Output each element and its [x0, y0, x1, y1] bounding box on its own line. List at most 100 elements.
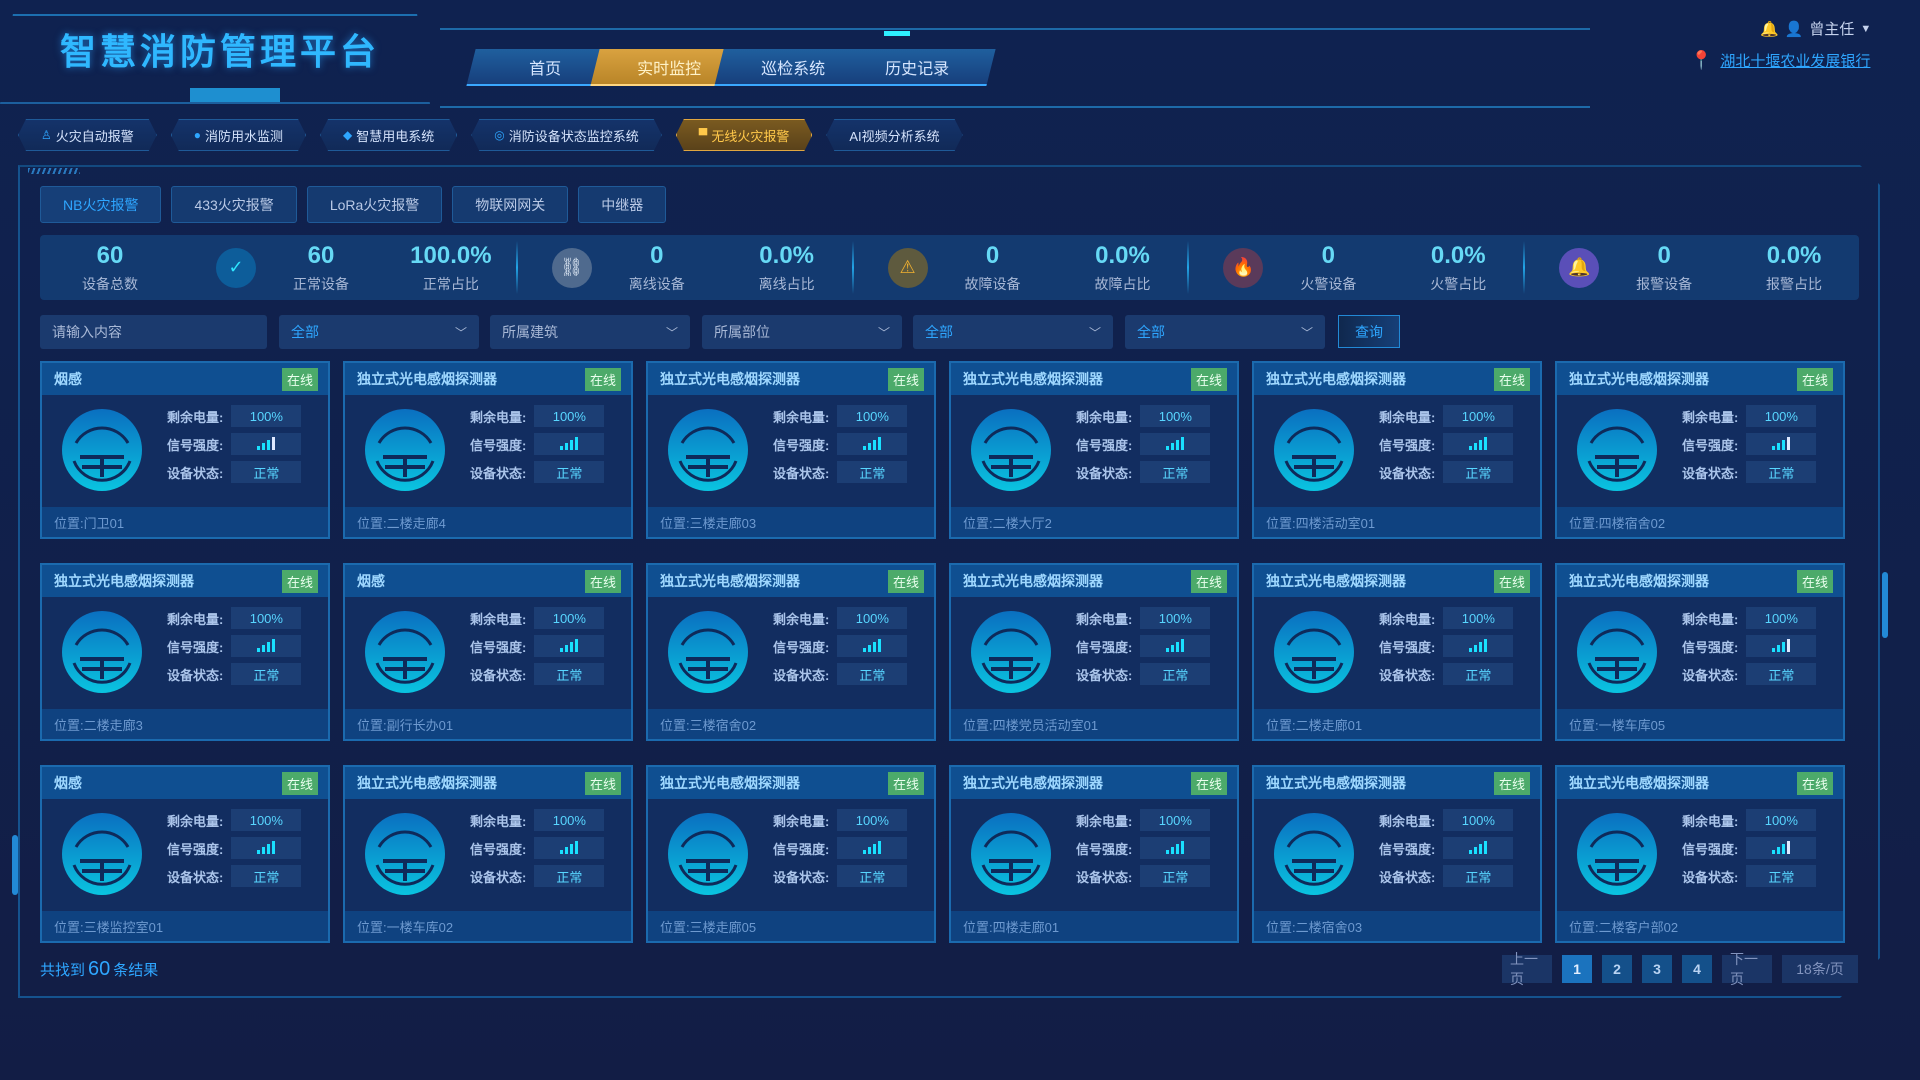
signal-bar [1787, 639, 1791, 652]
signal-bars-icon [257, 437, 276, 450]
signal-bar [267, 642, 271, 652]
query-button[interactable]: 查询 [1338, 315, 1400, 348]
subsystem-tab[interactable]: ◆ 智慧用电系统 [320, 119, 457, 151]
device-location: 位置: 二楼走廊4 [345, 507, 631, 537]
stat-label: 正常设备 [292, 275, 349, 292]
device-type-tab[interactable]: 433火灾报警 [171, 186, 297, 223]
card-body: 剩余电量: 100% 信号强度: 设备状态: 正常 [42, 799, 328, 911]
device-card[interactable]: 独立式光电感烟探测器 在线 剩余电量: 100% 信号强度: 设备状态: 正常 位置: 三楼走… [646, 765, 936, 943]
alarm-bell-icon: 🔔 [1559, 247, 1600, 288]
device-card[interactable]: 独立式光电感烟探测器 在线 剩余电量: 100% 信号强度: 设备状态: 正常 位置: 三楼走… [646, 361, 936, 539]
stat-group: ⚠ 0 故障设备 0.0% 故障占比 [851, 235, 1188, 300]
device-signal-label: 信号强度: [1682, 639, 1739, 655]
device-card[interactable]: 独立式光电感烟探测器 在线 剩余电量: 100% 信号强度: 设备状态: 正常 位置: 一楼车… [1555, 563, 1845, 741]
stat-label: 报警占比 [1766, 275, 1823, 292]
device-status-value: 正常 [1746, 663, 1817, 685]
online-badge: 在线 [1796, 569, 1833, 593]
signal-bar [1469, 850, 1473, 854]
page-button[interactable]: 3 [1642, 955, 1672, 983]
subsystem-tab-label: 智慧用电系统 [356, 128, 435, 144]
location-prefix: 位置: [357, 717, 387, 733]
signal-bar [1176, 844, 1180, 854]
stat-value: 0 [985, 241, 1000, 269]
caret-down-icon[interactable]: ▼ [1860, 22, 1872, 35]
result-suffix: 条结果 [113, 962, 159, 979]
device-card[interactable]: 独立式光电感烟探测器 在线 剩余电量: 100% 信号强度: 设备状态: 正常 位置: 四楼宿… [1555, 361, 1845, 539]
location-prefix: 位置: [1266, 919, 1296, 935]
bell-icon[interactable]: 🔔 [1760, 20, 1779, 38]
signal-bar [1777, 443, 1781, 450]
device-card[interactable]: 独立式光电感烟探测器 在线 剩余电量: 100% 信号强度: 设备状态: 正常 位置: 二楼客… [1555, 765, 1845, 943]
left-drawer-handle[interactable] [12, 835, 18, 895]
location-prefix: 位置: [660, 717, 690, 733]
signal-bar [1171, 645, 1175, 652]
filter-select[interactable]: 全部 ﹀ [279, 315, 479, 349]
right-drawer-handle[interactable] [1882, 572, 1888, 638]
organization-link[interactable]: 湖北十堰农业发展银行 [1720, 53, 1871, 70]
device-card[interactable]: 独立式光电感烟探测器 在线 剩余电量: 100% 信号强度: 设备状态: 正常 位置: 二楼大… [949, 361, 1239, 539]
user-menu[interactable]: 🔔 👤 曾主任 ▼ [1760, 18, 1871, 39]
result-count: 共找到 60 条结果 [40, 958, 158, 981]
card-header: 独立式光电感烟探测器 在线 [648, 363, 934, 395]
device-signal-label: 信号强度: [470, 437, 527, 453]
page-button[interactable]: 4 [1682, 955, 1712, 983]
device-status-row: 设备状态: 正常 [1379, 865, 1514, 887]
nav-tab[interactable]: 历史记录 [838, 49, 996, 86]
next-page-button[interactable]: 下一页 [1722, 951, 1772, 987]
signal-bar [560, 446, 564, 450]
signal-bar [1171, 443, 1175, 450]
device-card[interactable]: 独立式光电感烟探测器 在线 剩余电量: 100% 信号强度: 设备状态: 正常 位置: 一楼车… [343, 765, 633, 943]
device-card[interactable]: 烟感 在线 剩余电量: 100% 信号强度: 设备状态: 正常 位置: 三楼监控室01 [40, 765, 330, 943]
device-card[interactable]: 独立式光电感烟探测器 在线 剩余电量: 100% 信号强度: 设备状态: 正常 位置: 二楼宿… [1252, 765, 1542, 943]
filter-select[interactable]: 全部 ﹀ [913, 315, 1113, 349]
subsystem-tab[interactable]: ▀ 无线火灾报警 [676, 119, 813, 151]
filter-select[interactable]: 所属部位 ﹀ [702, 315, 902, 349]
location-value: 三楼走廊05 [689, 919, 757, 935]
device-signal-value [231, 635, 302, 657]
signal-bar [570, 642, 574, 652]
device-card[interactable]: 独立式光电感烟探测器 在线 剩余电量: 100% 信号强度: 设备状态: 正常 位置: 二楼走… [1252, 563, 1542, 741]
device-card[interactable]: 独立式光电感烟探测器 在线 剩余电量: 100% 信号强度: 设备状态: 正常 位置: 二楼走… [343, 361, 633, 539]
device-card[interactable]: 独立式光电感烟探测器 在线 剩余电量: 100% 信号强度: 设备状态: 正常 位置: 四楼党… [949, 563, 1239, 741]
subsystem-tab[interactable]: ◎ 消防设备状态监控系统 [471, 119, 662, 151]
device-signal-row: 信号强度: [470, 433, 605, 455]
device-card[interactable]: 烟感 在线 剩余电量: 100% 信号强度: 设备状态: 正常 位置: 副行长办01 [343, 563, 633, 741]
subsystem-tab[interactable]: AI视频分析系统 [826, 119, 962, 151]
device-card[interactable]: 烟感 在线 剩余电量: 100% 信号强度: 设备状态: 正常 位置: 门卫01 [40, 361, 330, 539]
device-signal-label: 信号强度: [1682, 437, 1739, 453]
page-button[interactable]: 1 [1562, 955, 1592, 983]
device-signal-row: 信号强度: [773, 837, 908, 859]
online-badge: 在线 [1493, 569, 1530, 593]
device-type-tab[interactable]: 物联网网关 [452, 186, 569, 223]
chevron-down-icon: ﹀ [665, 325, 678, 340]
device-name: 独立式光电感烟探测器 [1266, 775, 1406, 791]
smoke-detector-icon [1274, 611, 1354, 693]
device-card[interactable]: 独立式光电感烟探测器 在线 剩余电量: 100% 信号强度: 设备状态: 正常 位置: 四楼走… [949, 765, 1239, 943]
device-status-value: 正常 [1746, 461, 1817, 483]
filter-select[interactable]: 所属建筑 ﹀ [490, 315, 690, 349]
device-card[interactable]: 独立式光电感烟探测器 在线 剩余电量: 100% 信号强度: 设备状态: 正常 位置: 四楼活… [1252, 361, 1542, 539]
device-card[interactable]: 独立式光电感烟探测器 在线 剩余电量: 100% 信号强度: 设备状态: 正常 位置: 二楼走… [40, 563, 330, 741]
subsystem-tab[interactable]: ● 消防用水监测 [171, 119, 306, 151]
signal-bar [1479, 844, 1483, 854]
stat-value: 0.0% [759, 241, 814, 269]
device-type-tab[interactable]: NB火灾报警 [40, 186, 162, 223]
main-nav: 首页 实时监控 巡检系统 历史记录 [466, 49, 996, 86]
page-button[interactable]: 2 [1602, 955, 1632, 983]
online-badge: 在线 [281, 771, 318, 795]
device-battery-row: 剩余电量: 100% [1379, 607, 1514, 629]
device-type-tab[interactable]: LoRa火灾报警 [306, 186, 443, 223]
signal-bars-icon [1772, 639, 1791, 652]
search-input[interactable]: 请输入内容 [40, 315, 267, 349]
signal-bar [1181, 437, 1185, 450]
page-size-select[interactable]: 18条/页 [1782, 955, 1858, 983]
signal-bar [257, 446, 261, 450]
card-header: 独立式光电感烟探测器 在线 [1254, 363, 1540, 395]
device-status-label: 设备状态: [773, 465, 830, 481]
subsystem-tab[interactable]: ♙ 火灾自动报警 [18, 119, 157, 151]
device-type-tab[interactable]: 中继器 [578, 186, 667, 223]
prev-page-button[interactable]: 上一页 [1502, 951, 1552, 987]
filter-select[interactable]: 全部 ﹀ [1125, 315, 1325, 349]
smoke-detector-icon [668, 813, 748, 895]
device-card[interactable]: 独立式光电感烟探测器 在线 剩余电量: 100% 信号强度: 设备状态: 正常 位置: 三楼宿… [646, 563, 936, 741]
